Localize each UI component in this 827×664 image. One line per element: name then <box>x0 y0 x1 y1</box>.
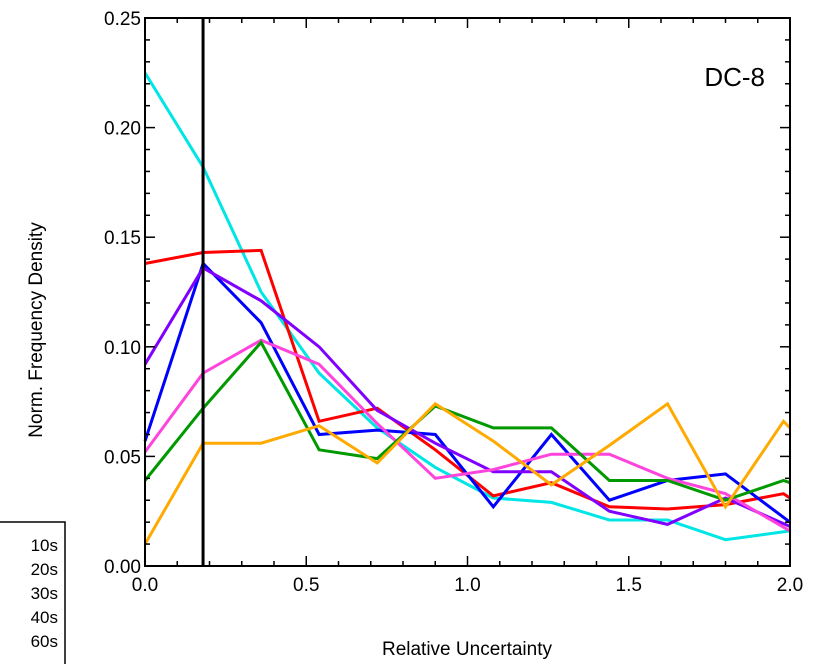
legend-entry: 10s <box>31 536 58 555</box>
legend-entry: 30s <box>31 584 58 603</box>
series-line-1 <box>143 72 791 542</box>
legend-box <box>0 521 66 664</box>
legend-entry: 60s <box>31 632 58 651</box>
legend: 10s 20s 30s 40s 60s <box>0 521 66 664</box>
x-tick-label: 2.0 <box>777 575 803 596</box>
y-tick-label: 0.10 <box>104 338 141 359</box>
y-tick-label: 0.15 <box>104 228 141 249</box>
series-line-6 <box>143 339 791 502</box>
y-tick-label: 0.05 <box>104 447 141 468</box>
axis-ticks <box>144 17 791 567</box>
y-tick-label: 0.00 <box>104 557 141 578</box>
y-axis-title: Norm. Frequency Density <box>26 222 47 438</box>
series-line-5 <box>143 338 791 533</box>
y-tick-label: 0.20 <box>104 119 141 140</box>
plot-lines <box>143 72 792 545</box>
x-tick-labels: 0.0 0.5 1.0 1.5 2.0 <box>132 575 803 596</box>
y-tick-labels: 0.00 0.05 0.10 0.15 0.20 0.25 <box>104 9 141 578</box>
y-tick-label: 0.25 <box>104 9 141 30</box>
series-line-4 <box>143 265 791 528</box>
x-tick-label: 1.5 <box>616 575 642 596</box>
x-tick-label: 1.0 <box>454 575 480 596</box>
legend-entry: 40s <box>31 608 58 627</box>
x-tick-label: 0.0 <box>132 575 158 596</box>
x-axis-title: Relative Uncertainty <box>382 639 553 660</box>
series-line-7 <box>143 401 792 545</box>
annotation-dc8: DC-8 <box>704 62 765 92</box>
x-tick-label: 0.5 <box>293 575 319 596</box>
legend-entry: 20s <box>31 560 58 579</box>
